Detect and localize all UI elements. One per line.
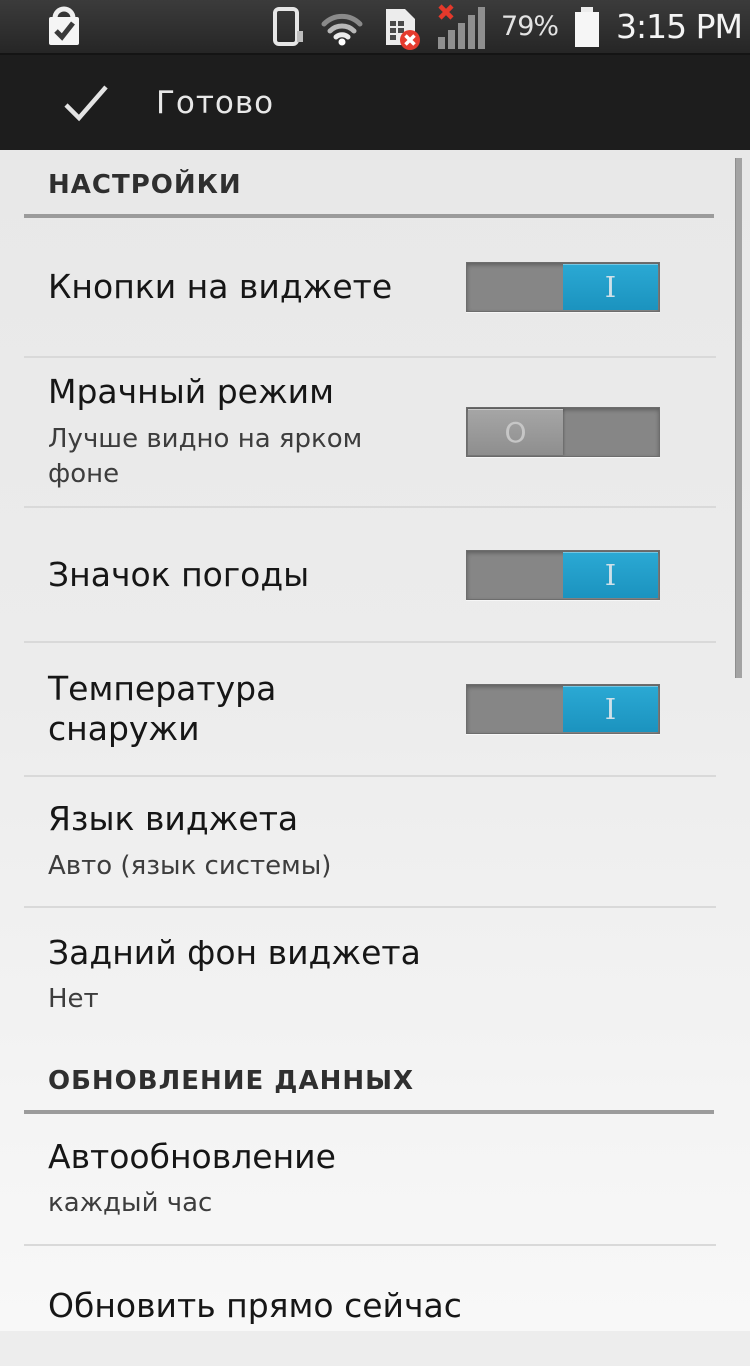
checkmark-icon	[64, 85, 108, 121]
toggle-off-glyph: O	[504, 415, 527, 449]
toggle-outside-temp[interactable]: I	[466, 684, 660, 734]
setting-title: Температура снаружи	[48, 669, 277, 748]
toggle-widget-buttons[interactable]: I	[466, 262, 660, 312]
setting-row-update-now[interactable]: Обновить прямо сейчас	[0, 1246, 750, 1366]
done-button[interactable]: Готово	[62, 83, 274, 123]
phone-icon	[273, 6, 304, 46]
toggle-thumb-on: I	[563, 551, 658, 598]
toggle-dark-mode[interactable]: O	[466, 407, 660, 457]
battery-percent: 79%	[501, 11, 559, 42]
setting-title: Обновить прямо сейчас	[48, 1286, 462, 1326]
wifi-icon	[321, 13, 363, 45]
setting-row-weather-icon[interactable]: Значок погоды I	[0, 508, 750, 641]
toggle-thumb-on: I	[563, 264, 658, 310]
setting-row-widget-background[interactable]: Задний фон виджета Нет	[0, 908, 750, 1042]
setting-title: Автообновление	[48, 1136, 336, 1176]
action-bar: Готово	[0, 55, 750, 150]
toggle-on-glyph: I	[604, 270, 617, 304]
section-header-settings: НАСТРОЙКИ	[0, 150, 750, 200]
section-header-label: НАСТРОЙКИ	[48, 170, 242, 200]
setting-title: Значок погоды	[48, 554, 310, 594]
setting-subtitle: Авто (язык системы)	[48, 850, 332, 881]
setting-title: Кнопки на виджете	[48, 267, 393, 307]
toggle-on-glyph: I	[604, 557, 617, 592]
setting-row-widget-language[interactable]: Язык виджета Авто (язык системы)	[0, 777, 750, 906]
setting-subtitle: Лучше видно на ярком фоне	[48, 423, 363, 489]
section-header-data-update: ОБНОВЛЕНИЕ ДАННЫХ	[0, 1042, 750, 1096]
section-underline	[24, 1110, 714, 1114]
divider	[24, 356, 716, 358]
settings-list: НАСТРОЙКИ Кнопки на виджете I Мрачный ре…	[0, 150, 750, 1331]
battery-icon	[575, 6, 600, 47]
setting-title: Задний фон виджета	[48, 932, 421, 972]
status-bar[interactable]: 79% 3:15 PM	[0, 0, 750, 55]
done-label: Готово	[156, 84, 275, 121]
scrollbar-thumb[interactable]	[735, 158, 742, 678]
setting-row-auto-update[interactable]: Автообновление каждый час	[0, 1114, 750, 1244]
section-header-label: ОБНОВЛЕНИЕ ДАННЫХ	[48, 1066, 415, 1096]
clock: 3:15 PM	[616, 7, 743, 46]
sim-error-icon	[386, 8, 421, 50]
setting-row-dark-mode[interactable]: Мрачный режим Лучше видно на ярком фоне …	[0, 358, 750, 506]
shopping-bag-check-icon	[49, 6, 79, 45]
setting-row-outside-temp[interactable]: Температура снаружи I	[0, 643, 750, 775]
signal-error-icon	[438, 3, 486, 49]
divider	[24, 1244, 716, 1246]
toggle-weather-icon[interactable]: I	[466, 549, 660, 600]
setting-row-widget-buttons[interactable]: Кнопки на виджете I	[0, 218, 750, 356]
divider	[24, 906, 716, 908]
divider	[24, 641, 716, 643]
setting-subtitle: каждый час	[48, 1188, 213, 1219]
divider	[24, 506, 716, 508]
section-underline	[24, 214, 714, 218]
toggle-thumb-on: I	[563, 686, 658, 732]
toggle-on-glyph: I	[604, 692, 617, 726]
divider	[24, 775, 716, 777]
toggle-thumb-off: O	[468, 409, 563, 455]
setting-subtitle: Нет	[48, 984, 99, 1015]
setting-title: Мрачный режим	[48, 372, 335, 412]
setting-title: Язык виджета	[48, 799, 299, 839]
